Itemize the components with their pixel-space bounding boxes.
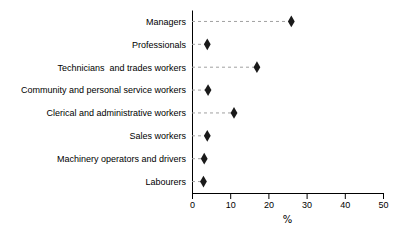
tick-label: 0 <box>190 200 195 210</box>
tick: 50 <box>378 193 388 210</box>
x-axis-title: % <box>283 214 293 225</box>
tick: 30 <box>302 193 312 210</box>
tick: Machinery operators and drivers <box>57 154 187 164</box>
tick: Technicians and trades workers <box>57 63 186 73</box>
dot <box>204 38 211 50</box>
axis-domain <box>192 11 193 194</box>
tick-label: Technicians and trades workers <box>57 63 186 73</box>
tick-mark <box>307 193 308 199</box>
tick-mark <box>345 193 346 199</box>
tick-label: Professionals <box>132 40 187 50</box>
tick: 20 <box>264 193 274 210</box>
tick-mark <box>192 193 193 199</box>
x-axis: 0 10 20 30 40 50 <box>190 193 389 210</box>
tick-label: Community and personal service workers <box>21 85 187 95</box>
dot <box>231 107 238 119</box>
tick: 10 <box>226 193 236 210</box>
axis-domain <box>193 194 384 200</box>
tick: 40 <box>340 193 350 210</box>
tick-label: 40 <box>340 200 350 210</box>
tick-mark <box>230 193 231 199</box>
tick: Managers <box>146 17 187 27</box>
dot <box>288 16 295 28</box>
dot <box>200 176 207 188</box>
tick-mark <box>383 193 384 199</box>
dot <box>254 61 261 73</box>
tick-mark <box>268 193 269 199</box>
tick-label: 20 <box>264 200 274 210</box>
tick: Clerical and administrative workers <box>46 108 186 118</box>
marks <box>192 16 295 188</box>
y-axis: Managers Professionals Technicians and tra… <box>21 11 193 194</box>
tick-label: Clerical and administrative workers <box>46 108 186 118</box>
tick-label: Sales workers <box>129 131 186 141</box>
stem <box>192 21 291 22</box>
tick-label: Managers <box>146 17 187 27</box>
tick: Community and personal service workers <box>21 85 187 95</box>
chart: 0 10 20 30 40 50 Managers Professionals Technici… <box>0 0 397 227</box>
dot <box>201 153 208 165</box>
tick: Professionals <box>132 40 187 50</box>
tick-label: Machinery operators and drivers <box>57 154 187 164</box>
tick: Sales workers <box>129 131 186 141</box>
tick-label: Labourers <box>145 177 186 187</box>
tick-label: 10 <box>226 200 236 210</box>
stem <box>192 67 257 68</box>
stem <box>192 112 234 113</box>
dot <box>205 84 212 96</box>
tick: Labourers <box>145 177 186 187</box>
tick-label: 30 <box>302 200 312 210</box>
plot: 0 10 20 30 40 50 Managers Professionals Technici… <box>21 11 389 211</box>
tick: 0 <box>190 193 195 210</box>
dot <box>204 130 211 142</box>
tick-label: 50 <box>378 200 388 210</box>
